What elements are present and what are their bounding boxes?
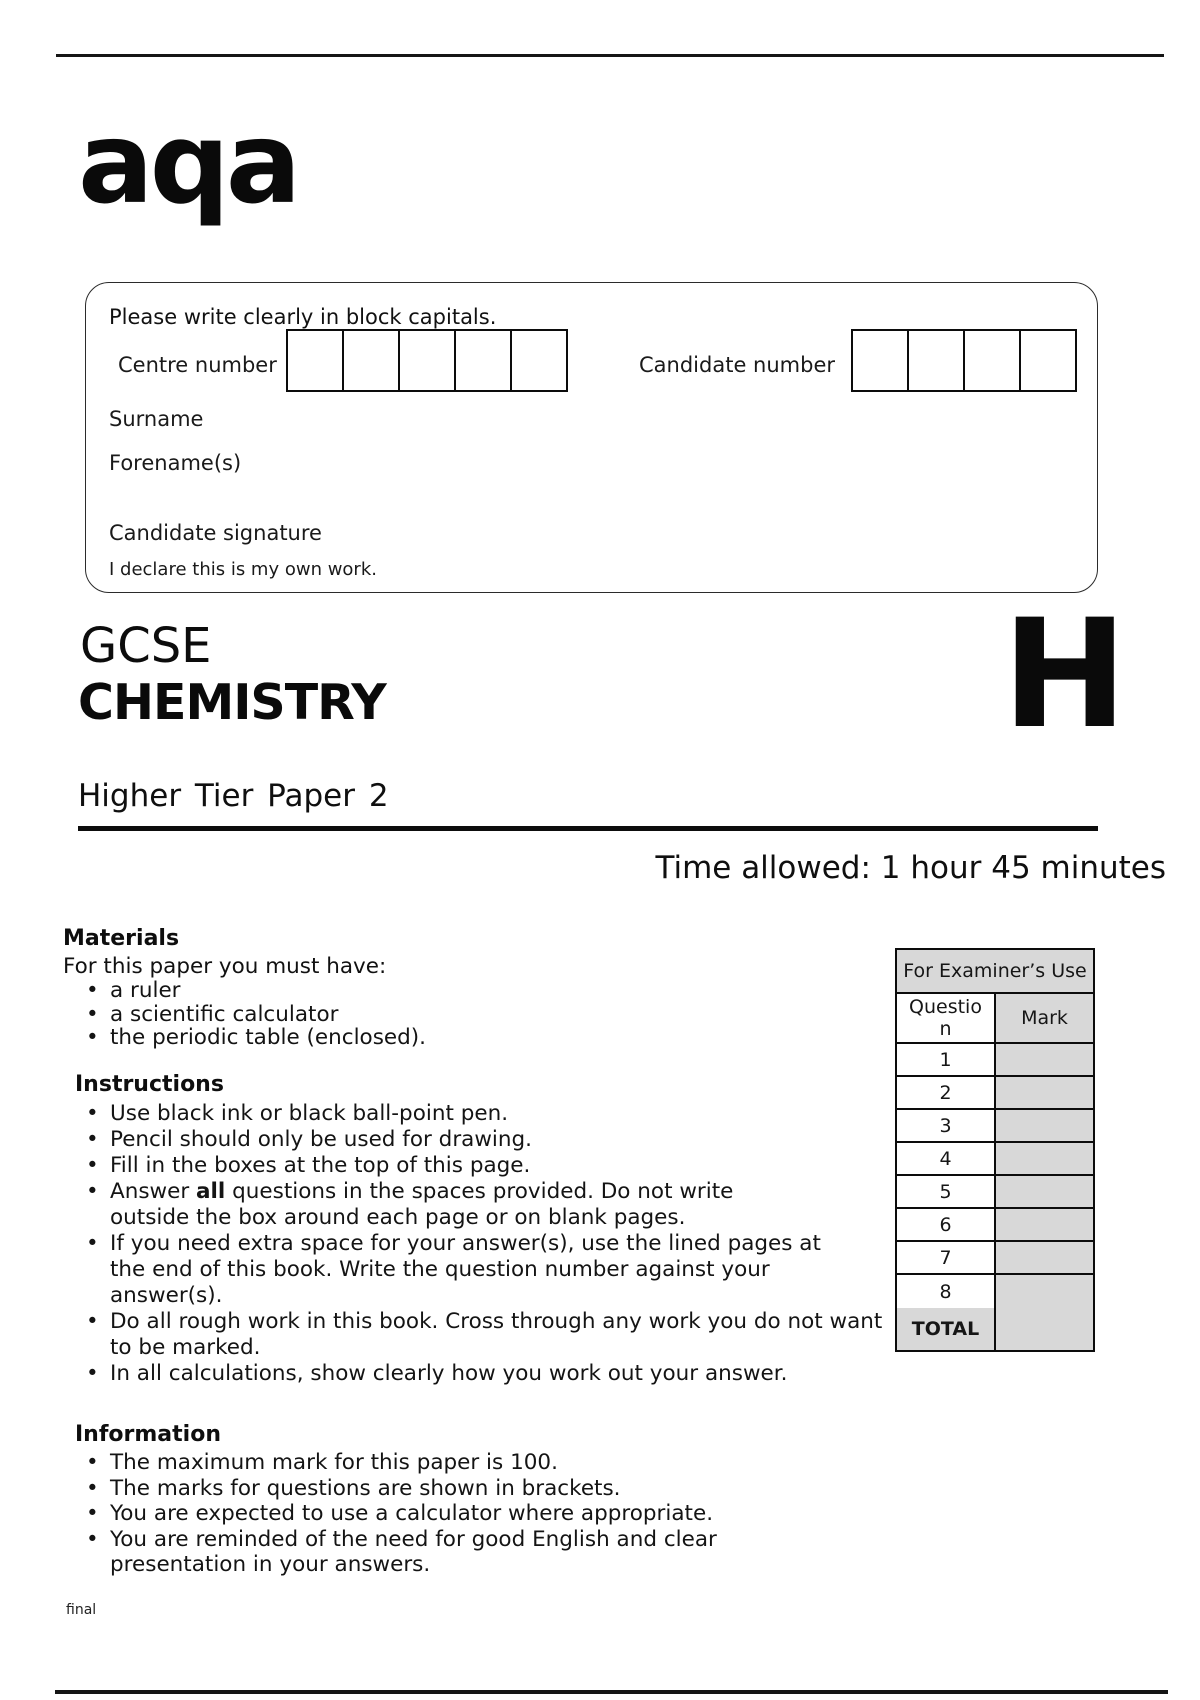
instructions-item: If you need extra space for your answer(…: [84, 1231, 924, 1309]
examiner-table-row: 1: [897, 1044, 1093, 1077]
instructions-item: Pencil should only be used for drawing.: [84, 1127, 924, 1153]
examiner-table-row: 4: [897, 1143, 1093, 1176]
top-divider: [56, 54, 1164, 57]
mark-column-header: Mark: [996, 994, 1093, 1042]
examiner-table-row: 5: [897, 1176, 1093, 1209]
instructions-item: Use black ink or black ball-point pen.: [84, 1101, 924, 1127]
centre-number-cell[interactable]: [342, 329, 400, 392]
centre-number-label: Centre number: [118, 353, 277, 377]
question-number-cell: 3: [897, 1110, 996, 1141]
mark-entry-cell: [996, 1275, 1093, 1308]
question-number-cell: 2: [897, 1077, 996, 1108]
instructions-item: Fill in the boxes at the top of this pag…: [84, 1153, 924, 1179]
materials-item: a scientific calculator: [84, 1002, 426, 1027]
mark-entry-cell: [996, 1044, 1093, 1075]
block-capitals-instruction: Please write clearly in block capitals.: [109, 305, 497, 329]
information-list: The maximum mark for this paper is 100.T…: [84, 1450, 924, 1578]
information-item: You are expected to use a calculator whe…: [84, 1501, 924, 1527]
question-number-cell: 1: [897, 1044, 996, 1075]
examiner-table-column-headers: Question Mark: [897, 994, 1093, 1044]
centre-number-cell[interactable]: [286, 329, 344, 392]
centre-number-cell[interactable]: [398, 329, 456, 392]
materials-item: a ruler: [84, 979, 426, 1003]
instructions-heading: Instructions: [75, 1072, 224, 1097]
aqa-logo: aqa: [78, 99, 301, 229]
total-label: TOTAL: [897, 1308, 996, 1350]
declaration-text: I declare this is my own work.: [109, 559, 377, 580]
examiner-table-row: 7: [897, 1242, 1093, 1275]
examiner-table-row: 3: [897, 1110, 1093, 1143]
question-number-cell: 4: [897, 1143, 996, 1174]
centre-number-cell[interactable]: [454, 329, 512, 392]
examiner-table-row: 6: [897, 1209, 1093, 1242]
question-number-cell: 7: [897, 1242, 996, 1273]
question-number-cell: 5: [897, 1176, 996, 1207]
tier-paper-subtitle: Higher Tier Paper 2: [78, 778, 389, 814]
candidate-number-cell[interactable]: [963, 329, 1021, 392]
mark-entry-cell: [996, 1176, 1093, 1207]
higher-tier-letter: H: [1002, 588, 1128, 762]
instructions-list: Use black ink or black ball-point pen.Pe…: [84, 1101, 924, 1387]
instructions-item: Do all rough work in this book. Cross th…: [84, 1309, 924, 1361]
candidate-number-boxes: [851, 329, 1077, 392]
subject-title: CHEMISTRY: [78, 674, 387, 731]
mark-entry-cell: [996, 1077, 1093, 1108]
mark-entry-cell: [996, 1209, 1093, 1240]
mark-entry-cell: [996, 1242, 1093, 1273]
time-allowed-text: Time allowed: 1 hour 45 minutes: [655, 850, 1166, 886]
examiner-table-row: 8: [897, 1275, 1093, 1308]
examiner-table-title: For Examiner’s Use: [897, 950, 1093, 994]
forename-label: Forename(s): [109, 451, 242, 475]
candidate-number-cell[interactable]: [907, 329, 965, 392]
information-item: The maximum mark for this paper is 100.: [84, 1450, 924, 1476]
candidate-number-label: Candidate number: [639, 353, 835, 377]
question-column-header: Question: [897, 994, 996, 1042]
mark-entry-cell: [996, 1110, 1093, 1141]
materials-item: the periodic table (enclosed).: [84, 1026, 426, 1050]
question-number-cell: 8: [897, 1275, 996, 1308]
final-footnote: final: [66, 1602, 97, 1618]
candidate-details-box: Please write clearly in block capitals. …: [85, 282, 1098, 593]
materials-intro: For this paper you must have:: [63, 954, 387, 979]
information-item: The marks for questions are shown in bra…: [84, 1476, 924, 1502]
information-heading: Information: [75, 1422, 221, 1447]
surname-label: Surname: [109, 407, 204, 431]
bottom-divider: [55, 1690, 1168, 1694]
instructions-item: Answer all questions in the spaces provi…: [84, 1179, 924, 1231]
examiner-table-row: 2: [897, 1077, 1093, 1110]
candidate-number-cell[interactable]: [851, 329, 909, 392]
mark-entry-cell: [996, 1143, 1093, 1174]
candidate-number-cell[interactable]: [1019, 329, 1077, 392]
candidate-signature-label: Candidate signature: [109, 521, 322, 545]
examiner-table-total-row: TOTAL: [897, 1308, 1093, 1350]
materials-list: a rulera scientific calculatorthe period…: [84, 979, 426, 1050]
centre-number-cell[interactable]: [510, 329, 568, 392]
title-divider: [78, 826, 1098, 831]
information-item: You are reminded of the need for good En…: [84, 1527, 924, 1578]
total-mark-cell: [996, 1308, 1093, 1350]
qualification-title: GCSE: [80, 618, 212, 674]
instructions-item: In all calculations, show clearly how yo…: [84, 1361, 924, 1387]
centre-number-boxes: [286, 329, 568, 392]
materials-heading: Materials: [63, 926, 180, 951]
question-number-cell: 6: [897, 1209, 996, 1240]
